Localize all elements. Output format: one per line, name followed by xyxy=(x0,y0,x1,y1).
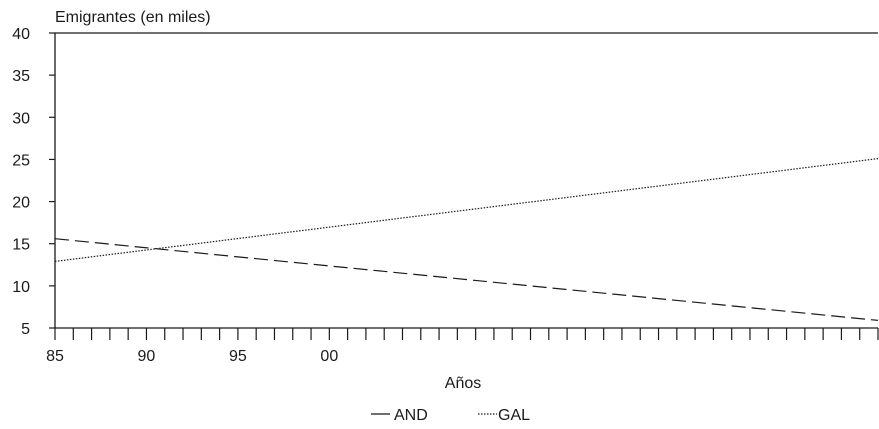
y-tick-label: 40 xyxy=(12,26,30,43)
series-line-and xyxy=(54,238,879,321)
x-axis: 85 90 95 00 xyxy=(46,328,879,365)
x-axis-label: Años xyxy=(445,375,481,392)
y-tick-label: 10 xyxy=(12,279,30,296)
y-tick-label: 15 xyxy=(12,237,30,254)
y-tick-label: 20 xyxy=(12,195,30,212)
y-tick-label: 30 xyxy=(12,110,30,127)
plot-frame xyxy=(54,32,878,328)
x-tick-label: 90 xyxy=(138,348,156,365)
y-axis-label: Emigrantes (en miles) xyxy=(55,9,211,26)
legend-label-and: AND xyxy=(394,407,428,424)
y-tick-label: 5 xyxy=(21,321,30,338)
x-tick-label: 85 xyxy=(46,348,64,365)
legend-label-gal: GAL xyxy=(498,407,530,424)
legend: AND GAL xyxy=(371,407,530,424)
x-tick-label: 00 xyxy=(320,348,338,365)
series-line-gal xyxy=(54,158,879,262)
x-tick-label: 95 xyxy=(229,348,247,365)
plot-area xyxy=(54,158,879,321)
y-tick-label: 35 xyxy=(12,68,30,85)
axes xyxy=(54,32,878,329)
y-axis: 5 10 15 20 25 30 35 40 xyxy=(12,26,55,338)
y-tick-label: 25 xyxy=(12,152,30,169)
